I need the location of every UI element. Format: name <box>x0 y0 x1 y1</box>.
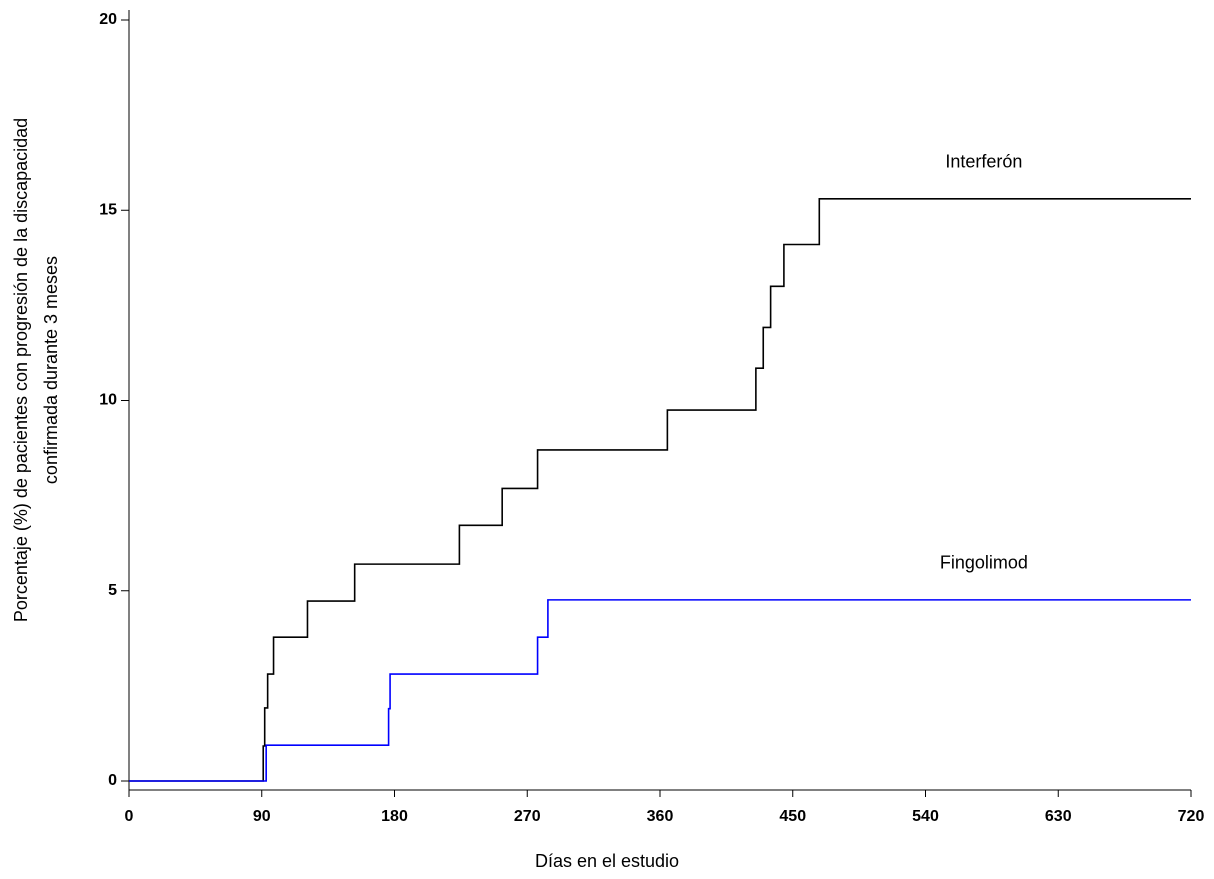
y-tick-label: 5 <box>108 582 117 599</box>
x-tick-label: 180 <box>381 808 408 825</box>
x-tick-label: 0 <box>125 808 134 825</box>
x-tick-label: 720 <box>1178 808 1205 825</box>
y-axis-label: confirmada durante 3 meses <box>41 256 61 484</box>
x-axis-label: Días en el estudio <box>535 851 679 871</box>
x-tick-label: 540 <box>912 808 939 825</box>
series-label: Fingolimod <box>940 553 1028 573</box>
x-tick-label: 270 <box>514 808 541 825</box>
series-label: Interferón <box>945 152 1022 172</box>
step-line <box>129 599 1191 782</box>
step-line <box>129 198 1191 782</box>
x-tick-label: 630 <box>1045 808 1072 825</box>
x-tick-label: 90 <box>253 808 271 825</box>
y-tick-label: 0 <box>108 772 117 789</box>
x-tick-label: 360 <box>647 808 674 825</box>
y-axis-label: Porcentaje (%) de pacientes con progresi… <box>11 118 31 622</box>
y-tick-label: 20 <box>99 11 117 28</box>
x-tick-label: 450 <box>779 808 806 825</box>
y-tick-label: 15 <box>99 201 117 218</box>
y-tick-label: 10 <box>99 392 117 409</box>
